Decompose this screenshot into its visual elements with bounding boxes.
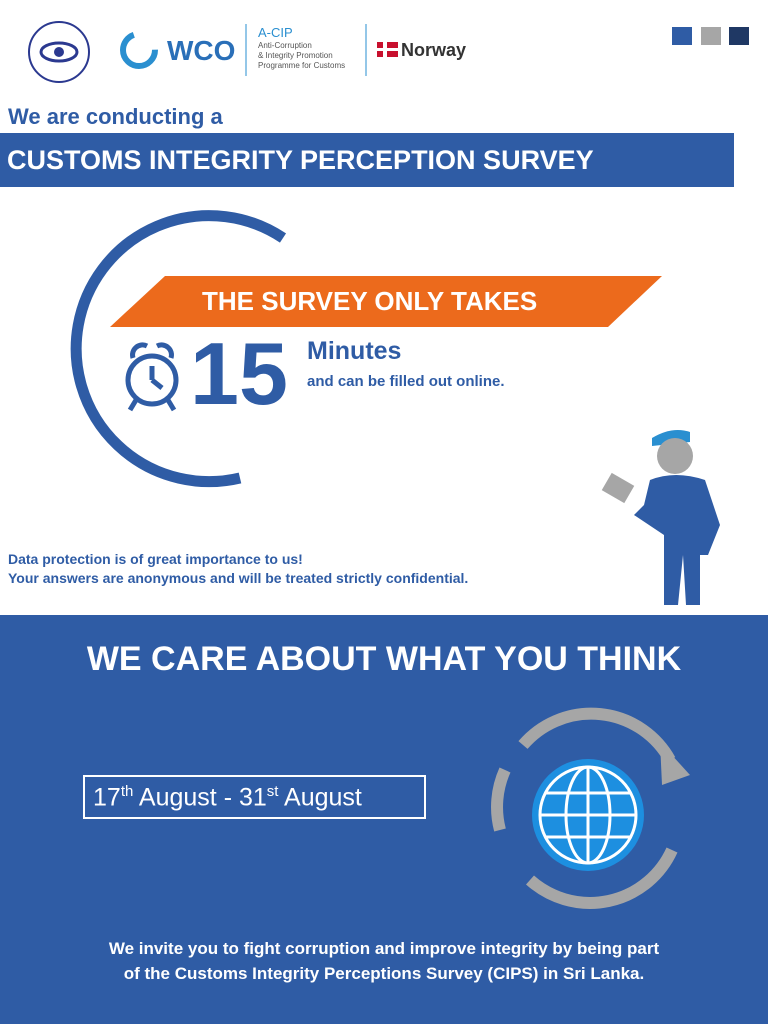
banner-bar bbox=[0, 133, 734, 187]
privacy: Data protection is of great importance t… bbox=[8, 550, 468, 588]
duration-lead: THE SURVEY ONLY TAKES bbox=[202, 286, 538, 316]
orange-band bbox=[110, 276, 662, 327]
wco-icon bbox=[120, 31, 158, 69]
emblem-pupil bbox=[54, 47, 64, 57]
invite-line: We invite you to fight corruption and im… bbox=[108, 939, 660, 958]
duration-number: 15 bbox=[190, 324, 288, 423]
invite-line: of the Customs Integrity Perceptions Sur… bbox=[123, 964, 645, 983]
date-separator: - bbox=[223, 783, 233, 812]
officer bbox=[601, 430, 720, 605]
wco-logo: WCO bbox=[167, 35, 236, 66]
privacy-line: Data protection is of great importance t… bbox=[8, 551, 303, 567]
flag-cross bbox=[377, 48, 398, 51]
date-day: 31 bbox=[238, 783, 267, 812]
emblem-eye bbox=[39, 41, 79, 63]
clock bbox=[125, 342, 179, 412]
square bbox=[672, 27, 692, 45]
duration-note: and can be filled out online. bbox=[307, 373, 505, 390]
invite: We invite you to fight corruption and im… bbox=[0, 936, 768, 986]
acip: A-CIP bbox=[258, 25, 293, 40]
date-month: August bbox=[284, 783, 362, 812]
banner-title: CUSTOMS INTEGRITY PERCEPTION SURVEY bbox=[7, 145, 594, 175]
date-suffix: st bbox=[266, 783, 279, 800]
acip-line: Programme for Customs bbox=[258, 61, 346, 70]
duration-unit: Minutes bbox=[307, 337, 402, 365]
date-month: August bbox=[138, 783, 217, 812]
acip-line: & Integrity Promotion bbox=[258, 51, 333, 60]
date-box bbox=[83, 775, 426, 819]
date-suffix: th bbox=[120, 783, 134, 800]
norway: Norway bbox=[401, 40, 467, 60]
square bbox=[701, 27, 721, 45]
square bbox=[729, 27, 749, 45]
care-heading: WE CARE ABOUT WHAT YOU THINK bbox=[86, 640, 682, 678]
intro: We are conducting a bbox=[8, 104, 223, 129]
acip-line: Anti-Corruption bbox=[258, 41, 312, 50]
date-day: 17 bbox=[93, 783, 121, 812]
privacy-line: Your answers are anonymous and will be t… bbox=[8, 570, 469, 586]
dates: 17th August - 31st August bbox=[93, 783, 362, 812]
globe-icon bbox=[491, 707, 690, 909]
arc bbox=[70, 210, 287, 488]
emblem bbox=[28, 21, 90, 83]
acip-text: Anti-Corruption & Integrity Promotion Pr… bbox=[258, 41, 345, 71]
